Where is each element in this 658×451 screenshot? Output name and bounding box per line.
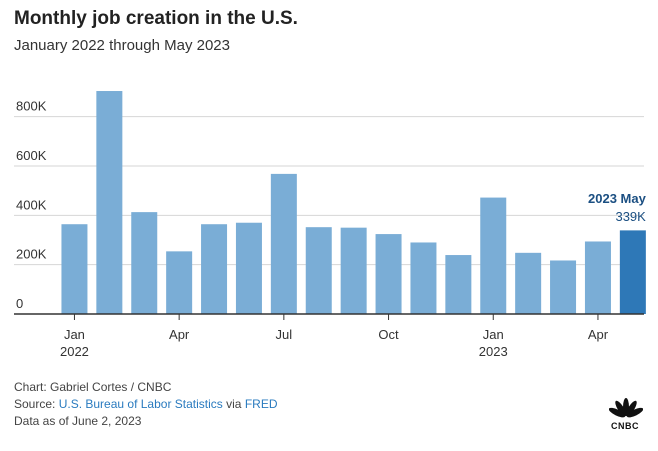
bar — [515, 252, 542, 314]
fred-link[interactable]: FRED — [244, 397, 278, 411]
bar — [410, 242, 437, 314]
bar — [584, 241, 611, 314]
bar — [166, 251, 193, 314]
y-tick-label: 400K — [16, 197, 47, 212]
bar — [375, 234, 402, 314]
y-tick-label: 0 — [16, 296, 23, 311]
x-tick-label: Apr — [169, 327, 190, 342]
x-year-label: 2023 — [479, 344, 508, 359]
x-tick-label: Jan — [64, 327, 85, 342]
bar — [305, 227, 332, 314]
peacock-icon — [609, 398, 643, 418]
source-line: Source: U.S. Bureau of Labor Statistics … — [14, 396, 278, 413]
chart-credit: Chart: Gabriel Cortes / CNBC — [14, 380, 172, 394]
bar — [270, 173, 297, 314]
annotation-label: 2023 May — [588, 191, 647, 206]
y-tick-label: 200K — [16, 247, 47, 262]
bar — [550, 260, 577, 314]
y-tick-label: 600K — [16, 148, 47, 163]
chart-title: Monthly job creation in the U.S. — [14, 8, 298, 29]
source-prefix: Source: — [14, 397, 56, 411]
bar — [445, 255, 472, 314]
bar — [96, 91, 123, 314]
y-tick-label: 800K — [16, 99, 47, 114]
chart-footer: Chart: Gabriel Cortes / CNBC Source: U.S… — [14, 379, 278, 430]
cnbc-logo-text: CNBC — [611, 421, 639, 431]
source-via: via — [226, 397, 242, 411]
bar — [131, 212, 158, 314]
x-tick-label: Jan — [483, 327, 504, 342]
bar — [201, 224, 228, 314]
bar — [340, 227, 367, 314]
bls-link[interactable]: U.S. Bureau of Labor Statistics — [58, 397, 223, 411]
bar — [61, 224, 88, 314]
bar — [480, 197, 507, 314]
bar — [619, 230, 646, 314]
x-year-label: 2022 — [60, 344, 89, 359]
annotation-value: 339K — [615, 209, 646, 224]
x-tick-label: Apr — [588, 327, 609, 342]
data-date: Data as of June 2, 2023 — [14, 414, 142, 428]
bar — [235, 222, 262, 314]
x-tick-label: Jul — [276, 327, 293, 342]
x-tick-label: Oct — [378, 327, 399, 342]
bar-chart: 0 200K 400K 600K 800K Jan 2022 Apr Jul Oct Jan 2023… — [14, 91, 647, 359]
chart-subtitle: January 2022 through May 2023 — [14, 37, 230, 54]
